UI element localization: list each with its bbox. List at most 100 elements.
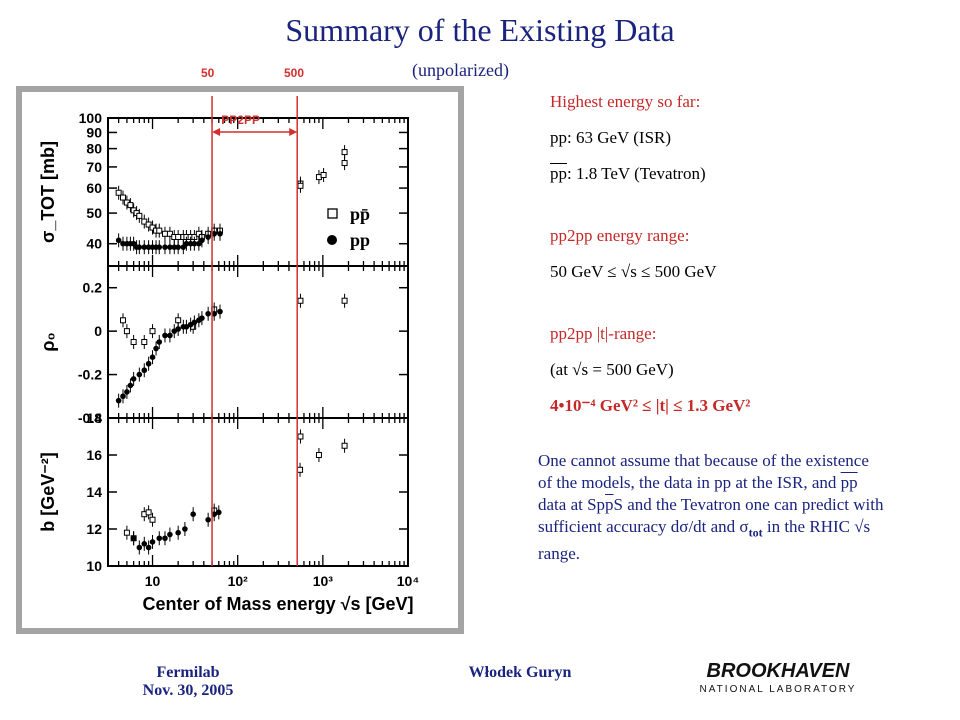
y-tick-label: 80 [86, 141, 102, 157]
data-point-filled [167, 531, 173, 538]
data-point-filled [141, 244, 148, 250]
data-point-filled [183, 240, 190, 247]
logo-mark: BROOKHAVEN NATIONAL LABORATORY [700, 660, 855, 695]
y-tick-label: -0.4 [78, 410, 102, 426]
data-point-open [195, 230, 202, 237]
data-point-open [123, 529, 130, 536]
plot-panel: 40 50 60 70 80 90 100 σ_TOT [mb] pp̄ pp -0.4 -0.2 0 0… [16, 86, 464, 634]
data-point-open [119, 194, 126, 201]
y-tick-label: 60 [86, 180, 102, 196]
info-trange-cond: (at √s = 500 GeV) [550, 360, 674, 379]
y-axis-label: σ_TOT [mb] [38, 141, 58, 243]
legend-label: pp̄ [350, 204, 370, 224]
data-point-open [166, 230, 173, 237]
data-point-filled [190, 511, 196, 517]
data-point-filled [130, 535, 137, 542]
y-tick-label: 90 [86, 124, 102, 140]
legend-marker-open [327, 208, 338, 219]
energy-mark-500: 500 [284, 66, 305, 80]
range-arrow-right [289, 128, 298, 136]
x-tick-label: 10 [145, 573, 161, 589]
x-axis-label: Center of Mass energy √s [GeV] [143, 594, 414, 614]
data-point-filled [145, 360, 152, 367]
data-point-filled [156, 244, 163, 250]
data-point-filled [191, 319, 198, 326]
data-point-open [297, 466, 304, 473]
data-point-filled [175, 529, 181, 536]
ppbar-text: : 1.8 TeV (Tevatron) [567, 164, 706, 183]
data-point-filled [149, 539, 156, 545]
data-point-filled [136, 371, 143, 378]
data-point-filled [162, 535, 168, 542]
info-range-title: pp2pp energy range: [550, 226, 690, 245]
info-range-value: 50 GeV ≤ √s ≤ 500 GeV [550, 262, 717, 281]
y-tick-label: 14 [86, 484, 102, 500]
data-point-open [341, 442, 348, 449]
slide-title: Summary of the Existing Data [285, 12, 675, 48]
data-point-open [145, 509, 152, 516]
data-point-filled [175, 244, 181, 250]
para-ppbar: pp [840, 473, 858, 492]
data-point-filled [183, 324, 190, 330]
data-point-open [341, 297, 348, 304]
data-point-filled [199, 315, 205, 321]
slide-subtitle: (unpolarized) [412, 60, 509, 80]
pp2pp-band-label: PP2PP [221, 113, 260, 127]
para-part-3: S and the Tevatron one can predict with … [538, 495, 884, 536]
data-point-filled [162, 244, 168, 250]
data-point-filled [141, 541, 148, 547]
data-point-filled [191, 240, 198, 247]
data-point-filled [205, 234, 211, 240]
data-point-open [341, 149, 348, 156]
data-point-filled [217, 308, 223, 315]
y-axis-label: b [GeV⁻²] [38, 452, 58, 532]
y-tick-label: 40 [86, 236, 102, 252]
info-ppbar-tevatron: pp: 1.8 TeV (Tevatron) [550, 164, 706, 184]
data-point-filled [127, 382, 134, 389]
data-point-open [141, 339, 148, 345]
legend-marker-filled [327, 235, 337, 245]
legend-label: pp [350, 230, 370, 250]
data-point-filled [182, 526, 188, 532]
data-point-open [315, 452, 322, 458]
data-point-filled [120, 240, 126, 247]
energy-mark-50: 50 [201, 66, 215, 80]
y-tick-label: -0.2 [78, 367, 102, 383]
data-point-filled [120, 393, 126, 400]
data-point-filled [115, 397, 122, 404]
data-point-filled [217, 230, 223, 237]
data-point-filled [215, 509, 222, 516]
data-point-open [297, 297, 304, 304]
y-axis-label: ρ₀ [38, 332, 58, 351]
info-pp-isr: pp: 63 GeV (ISR) [550, 128, 672, 147]
data-point-open [297, 182, 304, 189]
para-pbar: p [605, 495, 614, 514]
data-point-filled [145, 544, 152, 551]
y-tick-label: 16 [86, 447, 102, 463]
y-tick-label: 18 [86, 410, 102, 426]
data-point-open [130, 339, 137, 345]
range-arrow-left [212, 128, 221, 136]
x-tick-label: 10⁴ [397, 573, 420, 589]
data-point-filled [124, 389, 130, 395]
data-point-open [320, 172, 327, 179]
para-tot: tot [748, 525, 763, 540]
logo-word: BROOKHAVEN [707, 660, 851, 682]
data-point-open [149, 516, 156, 523]
data-point-filled [153, 345, 159, 352]
data-point-filled [199, 237, 205, 244]
footer-date: Nov. 30, 2005 [142, 682, 234, 699]
plot-page [22, 92, 458, 628]
data-point-filled [205, 516, 211, 523]
y-tick-label: 50 [86, 205, 102, 221]
data-point-filled [167, 332, 173, 339]
data-point-filled [141, 367, 148, 374]
y-tick-label: 100 [79, 110, 103, 126]
data-point-open [119, 317, 126, 324]
data-point-open [341, 160, 348, 167]
data-point-filled [130, 376, 137, 382]
data-point-filled [145, 244, 152, 250]
data-point-open [161, 230, 168, 237]
x-tick-label: 10³ [313, 573, 334, 589]
